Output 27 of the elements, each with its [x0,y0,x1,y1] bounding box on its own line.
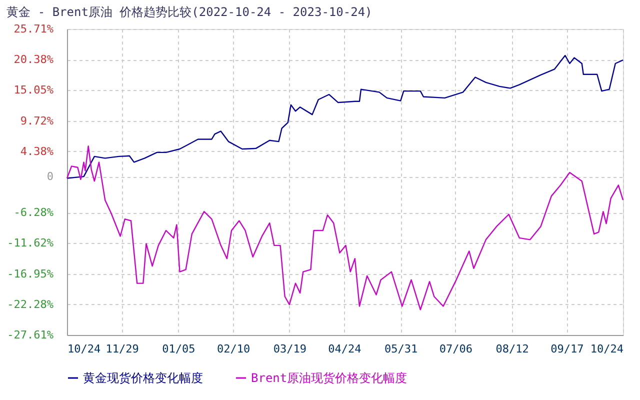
y-tick-label: -16.95% [7,267,54,280]
x-tick-label: 10/24 [68,342,101,356]
x-tick-label: 05/31 [384,342,418,356]
y-tick-label: -6.28% [14,206,54,220]
x-tick-label: 02/10 [216,342,250,356]
y-tick-label: -11.62% [7,236,54,250]
y-tick-label: 25.71% [14,22,54,36]
line-series [66,146,624,310]
x-tick-label: 03/19 [273,342,306,356]
y-tick-label: 9.72% [20,114,54,128]
x-tick-label: 01/05 [162,342,196,356]
x-tick-label: 09/17 [550,342,584,356]
x-tick-label: 07/06 [439,342,472,356]
legend-label: 黄金现货价格变化幅度 [83,371,203,385]
x-tick-label: 08/12 [496,342,529,356]
y-tick-label: -27.61% [7,328,54,342]
y-tick-label: 0 [46,170,54,184]
y-tick-label: -22.28% [7,298,54,311]
legend-label: Brent原油现货价格变化幅度 [251,371,408,385]
chart-title: 黄金 - Brent原油 价格趋势比较(2022-10-24 - 2023-10-24) [6,5,372,19]
y-tick-label: 15.05% [14,84,54,97]
x-tick-label: 04/24 [328,342,362,356]
y-tick-label: 4.38% [20,144,54,158]
x-tick-label: 10/24 [590,342,624,356]
y-tick-label: 20.38% [14,53,54,66]
x-tick-label: 11/29 [106,342,139,356]
line-series [66,54,624,179]
